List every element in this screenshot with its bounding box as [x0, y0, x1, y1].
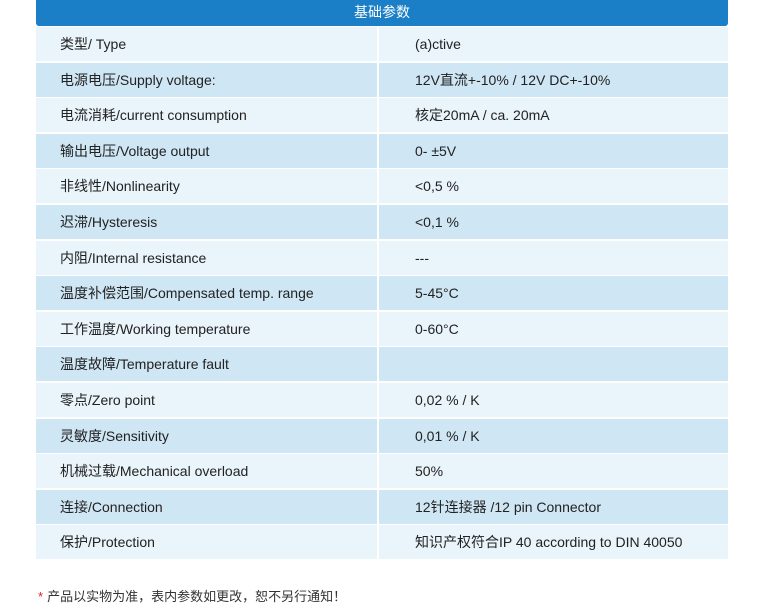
row-key: 连接/Connection — [36, 489, 377, 524]
table-row: 非线性/Nonlinearity <0,5 % — [36, 169, 728, 204]
row-value: 0,02 % / K — [379, 382, 728, 417]
row-key: 非线性/Nonlinearity — [36, 169, 377, 204]
row-key: 类型/ Type — [36, 27, 377, 61]
row-key: 灵敏度/Sensitivity — [36, 418, 377, 453]
row-key: 迟滞/Hysteresis — [36, 204, 377, 239]
row-key: 温度故障/Temperature fault — [36, 347, 377, 382]
row-key: 电流消耗/current consumption — [36, 98, 377, 133]
row-value: 知识产权符合IP 40 according to DIN 40050 — [379, 525, 728, 560]
row-value: 50% — [379, 454, 728, 489]
spec-table-container: 基础参数 类型/ Type (a)ctive 电源电压/Supply volta… — [36, 0, 728, 561]
table-row: 电流消耗/current consumption 核定20mA / ca. 20… — [36, 98, 728, 133]
row-key: 工作温度/Working temperature — [36, 311, 377, 346]
row-key: 保护/Protection — [36, 525, 377, 560]
table-row: 电源电压/Supply voltage: 12V直流+-10% / 12V DC… — [36, 62, 728, 97]
table-title: 基础参数 — [36, 0, 728, 26]
table-row: 灵敏度/Sensitivity 0,01 % / K — [36, 418, 728, 453]
row-value: 0-60°C — [379, 311, 728, 346]
row-value: <0,5 % — [379, 169, 728, 204]
table-row: 温度故障/Temperature fault — [36, 347, 728, 382]
footnote-text: 产品以实物为准，表内参数如更改，恕不另行通知！ — [47, 589, 347, 604]
table-row: 零点/Zero point 0,02 % / K — [36, 382, 728, 417]
table-row: 保护/Protection 知识产权符合IP 40 according to D… — [36, 525, 728, 560]
row-value: 0,01 % / K — [379, 418, 728, 453]
table-row: 内阻/Internal resistance --- — [36, 240, 728, 275]
row-key: 电源电压/Supply voltage: — [36, 62, 377, 97]
row-value: 12V直流+-10% / 12V DC+-10% — [379, 62, 728, 97]
row-value: (a)ctive — [379, 27, 728, 61]
table-row: 温度补偿范围/Compensated temp. range 5-45°C — [36, 276, 728, 311]
row-value: --- — [379, 240, 728, 275]
table-row: 迟滞/Hysteresis <0,1 % — [36, 204, 728, 239]
row-key: 零点/Zero point — [36, 382, 377, 417]
table-row: 类型/ Type (a)ctive — [36, 27, 728, 61]
row-value: 0- ±5V — [379, 133, 728, 168]
row-value: <0,1 % — [379, 204, 728, 239]
row-value: 5-45°C — [379, 276, 728, 311]
row-value: 12针连接器 /12 pin Connector — [379, 489, 728, 524]
row-value — [379, 347, 728, 382]
row-key: 机械过载/Mechanical overload — [36, 454, 377, 489]
table-row: 机械过载/Mechanical overload 50% — [36, 454, 728, 489]
table-row: 连接/Connection 12针连接器 /12 pin Connector — [36, 489, 728, 524]
row-value: 核定20mA / ca. 20mA — [379, 98, 728, 133]
footnote-star: * — [38, 589, 44, 604]
row-key: 温度补偿范围/Compensated temp. range — [36, 276, 377, 311]
table-row: 输出电压/Voltage output 0- ±5V — [36, 133, 728, 168]
spec-table: 类型/ Type (a)ctive 电源电压/Supply voltage: 1… — [36, 27, 728, 560]
row-key: 内阻/Internal resistance — [36, 240, 377, 275]
table-row: 工作温度/Working temperature 0-60°C — [36, 311, 728, 346]
footnote: * 产品以实物为准，表内参数如更改，恕不另行通知！ — [38, 586, 346, 605]
row-key: 输出电压/Voltage output — [36, 133, 377, 168]
